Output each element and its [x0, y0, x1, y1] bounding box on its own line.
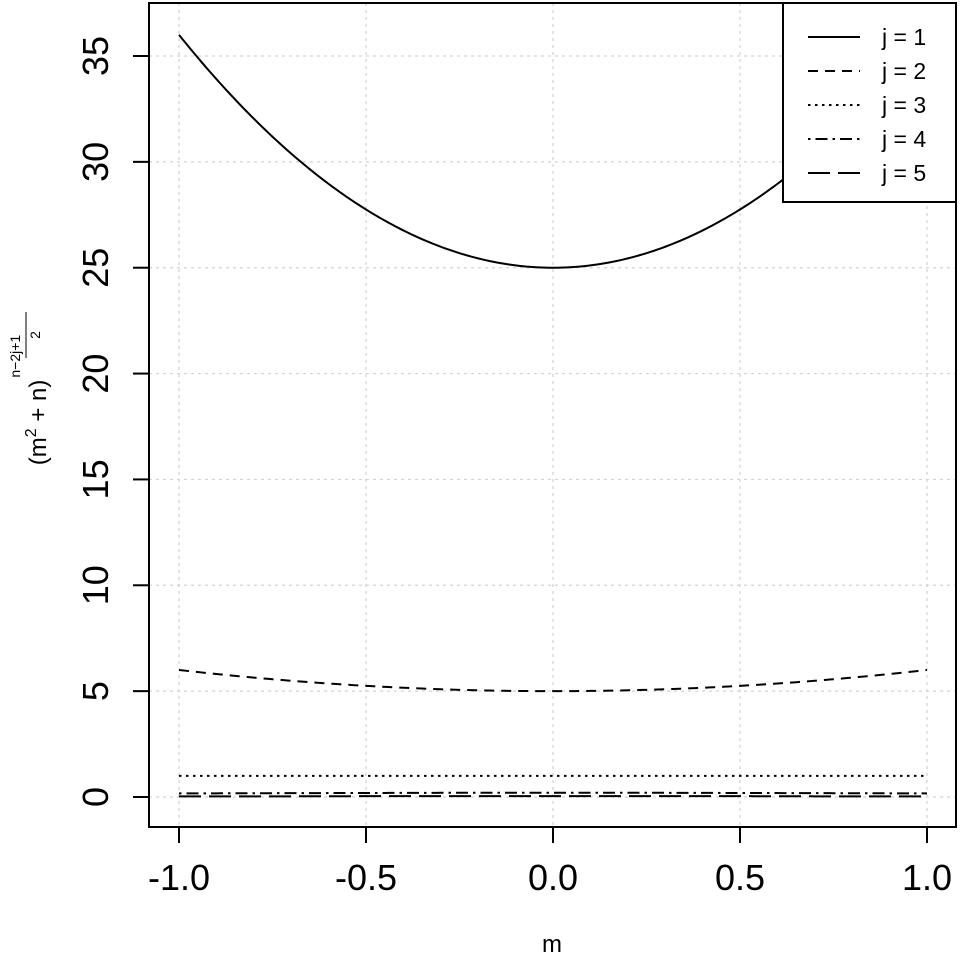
x-tick-label: -0.5: [335, 857, 397, 898]
y-tick-label: 15: [75, 459, 116, 499]
x-axis: -1.0 -0.5 0.0 0.5 1.0: [148, 826, 952, 898]
y-tick-label: 20: [75, 354, 116, 394]
svg-text:(m2 + n)n−2j+1: (m2 + n)n−2j+1: [7, 335, 52, 466]
y-tick-label: 25: [75, 248, 116, 288]
y-tick-label: 10: [75, 565, 116, 605]
legend-label-j4: j = 4: [881, 126, 926, 152]
y-axis-title-exponent-denominator: 2: [27, 331, 43, 339]
y-axis-title: (m2 + n)n−2j+1 2: [7, 312, 52, 465]
y-tick-label: 35: [75, 36, 116, 76]
x-tick-label: 1.0: [902, 857, 952, 898]
x-tick-label: -1.0: [148, 857, 210, 898]
legend: j = 1 j = 2 j = 3 j = 4 j = 5: [782, 2, 957, 203]
y-tick-label: 0: [75, 787, 116, 807]
legend-label-j5: j = 5: [881, 160, 926, 186]
x-tick-label: 0.0: [528, 857, 578, 898]
x-axis-title: m: [542, 931, 562, 958]
series-line-j4: [178, 791, 928, 795]
legend-label-j3: j = 3: [881, 92, 926, 118]
legend-label-j1: j = 1: [881, 24, 926, 50]
y-axis-title-base-sup: 2: [23, 428, 40, 437]
y-tick-label: 5: [75, 681, 116, 701]
y-axis: 0 5 10 15 20 25 30 35: [75, 36, 150, 807]
y-tick-label: 30: [75, 142, 116, 182]
series-line-j2: [178, 668, 928, 693]
y-axis-title-base: (m: [25, 437, 52, 465]
y-axis-title-base-rest: + n): [25, 380, 52, 429]
x-tick-label: 0.5: [715, 857, 765, 898]
legend-label-j2: j = 2: [881, 58, 926, 84]
y-axis-title-exponent-numerator: n−2j+1: [7, 335, 23, 378]
